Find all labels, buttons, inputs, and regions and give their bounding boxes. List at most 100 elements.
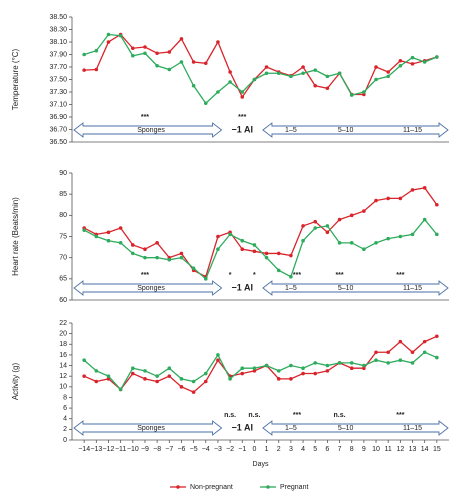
data-point	[228, 377, 232, 381]
x-tick-label: −7	[165, 446, 173, 453]
data-point	[349, 361, 354, 365]
data-point	[94, 67, 99, 72]
series-line	[84, 33, 438, 99]
y-tick-label: 16	[59, 352, 67, 359]
x-tick-label: 7	[338, 446, 342, 453]
significance: *	[253, 272, 256, 279]
data-point	[313, 83, 318, 88]
y-tick-label: 18	[59, 341, 67, 348]
data-point	[301, 371, 305, 376]
x-tick-label: 13	[409, 446, 417, 453]
data-point	[362, 247, 366, 251]
data-point	[325, 369, 330, 373]
y-tick-label: 80	[59, 212, 67, 219]
x-tick-label: 5	[313, 446, 317, 453]
y-tick-label: 37.30	[49, 89, 67, 96]
y-tick-label: 6	[63, 405, 67, 412]
data-point	[106, 40, 111, 44]
y-tick-label: 38.30	[49, 26, 67, 33]
data-point	[191, 83, 196, 88]
phase-label: 11–15	[403, 285, 422, 292]
data-point	[422, 217, 427, 222]
data-point	[362, 366, 366, 371]
data-point	[94, 48, 99, 53]
data-point	[82, 374, 86, 378]
data-point	[167, 366, 172, 371]
data-point	[167, 257, 172, 262]
data-point	[349, 213, 354, 218]
data-point	[410, 350, 415, 355]
data-point	[337, 71, 342, 76]
y-tick-label: 4	[63, 416, 67, 423]
y-tick-label: 37.90	[49, 51, 67, 58]
data-point	[313, 226, 318, 230]
data-point	[228, 80, 232, 84]
data-point	[435, 355, 439, 360]
data-point	[374, 77, 378, 82]
data-point	[374, 241, 378, 245]
y-axis-title: Activity (g)	[11, 363, 20, 401]
data-point	[289, 363, 293, 368]
data-point	[118, 387, 123, 392]
y-tick-label: 2	[63, 426, 67, 433]
data-point	[313, 219, 318, 224]
y-tick-label: 12	[59, 373, 67, 380]
data-point	[131, 53, 135, 58]
data-point	[106, 238, 111, 243]
data-point	[82, 52, 86, 57]
phase-label: Sponges	[137, 127, 165, 134]
data-point	[179, 251, 184, 256]
data-point	[131, 243, 135, 247]
data-point	[337, 361, 342, 365]
data-point	[264, 65, 269, 69]
data-point	[216, 358, 220, 363]
data-point	[155, 63, 159, 68]
data-point	[203, 277, 208, 281]
y-tick-label: 65	[59, 276, 67, 283]
data-point	[276, 377, 281, 381]
data-point	[410, 232, 415, 237]
phase-label: 1–5	[285, 285, 297, 292]
phase-label: 11–15	[403, 127, 422, 134]
y-tick-label: 37.50	[49, 76, 67, 83]
data-point	[216, 90, 220, 94]
data-point	[386, 196, 390, 201]
data-point	[228, 70, 232, 74]
data-point	[374, 198, 378, 203]
data-point	[398, 196, 403, 201]
x-tick-label: −9	[141, 446, 149, 453]
significance: ***	[293, 272, 301, 279]
phase-label: 5–10	[338, 285, 354, 292]
data-point	[131, 46, 135, 51]
data-point	[325, 230, 330, 235]
significance: n.s.	[248, 412, 260, 419]
data-point	[410, 361, 415, 365]
data-point	[301, 224, 305, 228]
data-point	[203, 101, 208, 106]
data-point	[240, 90, 245, 94]
data-point	[203, 371, 208, 376]
data-point	[179, 60, 184, 64]
x-tick-label: 11	[385, 446, 392, 453]
data-point	[398, 63, 403, 68]
data-point	[410, 188, 415, 192]
y-tick-label: 36.90	[49, 114, 67, 121]
x-tick-label: 9	[362, 446, 366, 453]
data-point	[422, 60, 427, 64]
data-point	[106, 374, 111, 378]
series-line	[83, 351, 438, 391]
x-tick-label: −2	[226, 446, 234, 453]
x-tick-label: −8	[153, 446, 161, 453]
x-tick-label: 3	[289, 446, 293, 453]
data-point	[191, 266, 196, 271]
x-tick-label: 12	[396, 446, 404, 453]
data-point	[131, 251, 135, 256]
y-axis-title: Heart rate (Beats/min)	[11, 197, 20, 276]
phase-label: −1 AI	[232, 124, 253, 134]
data-point	[264, 255, 269, 260]
data-point	[191, 390, 196, 394]
data-point	[422, 186, 427, 190]
data-point	[252, 369, 257, 373]
data-point	[276, 369, 281, 373]
data-point	[422, 339, 427, 344]
